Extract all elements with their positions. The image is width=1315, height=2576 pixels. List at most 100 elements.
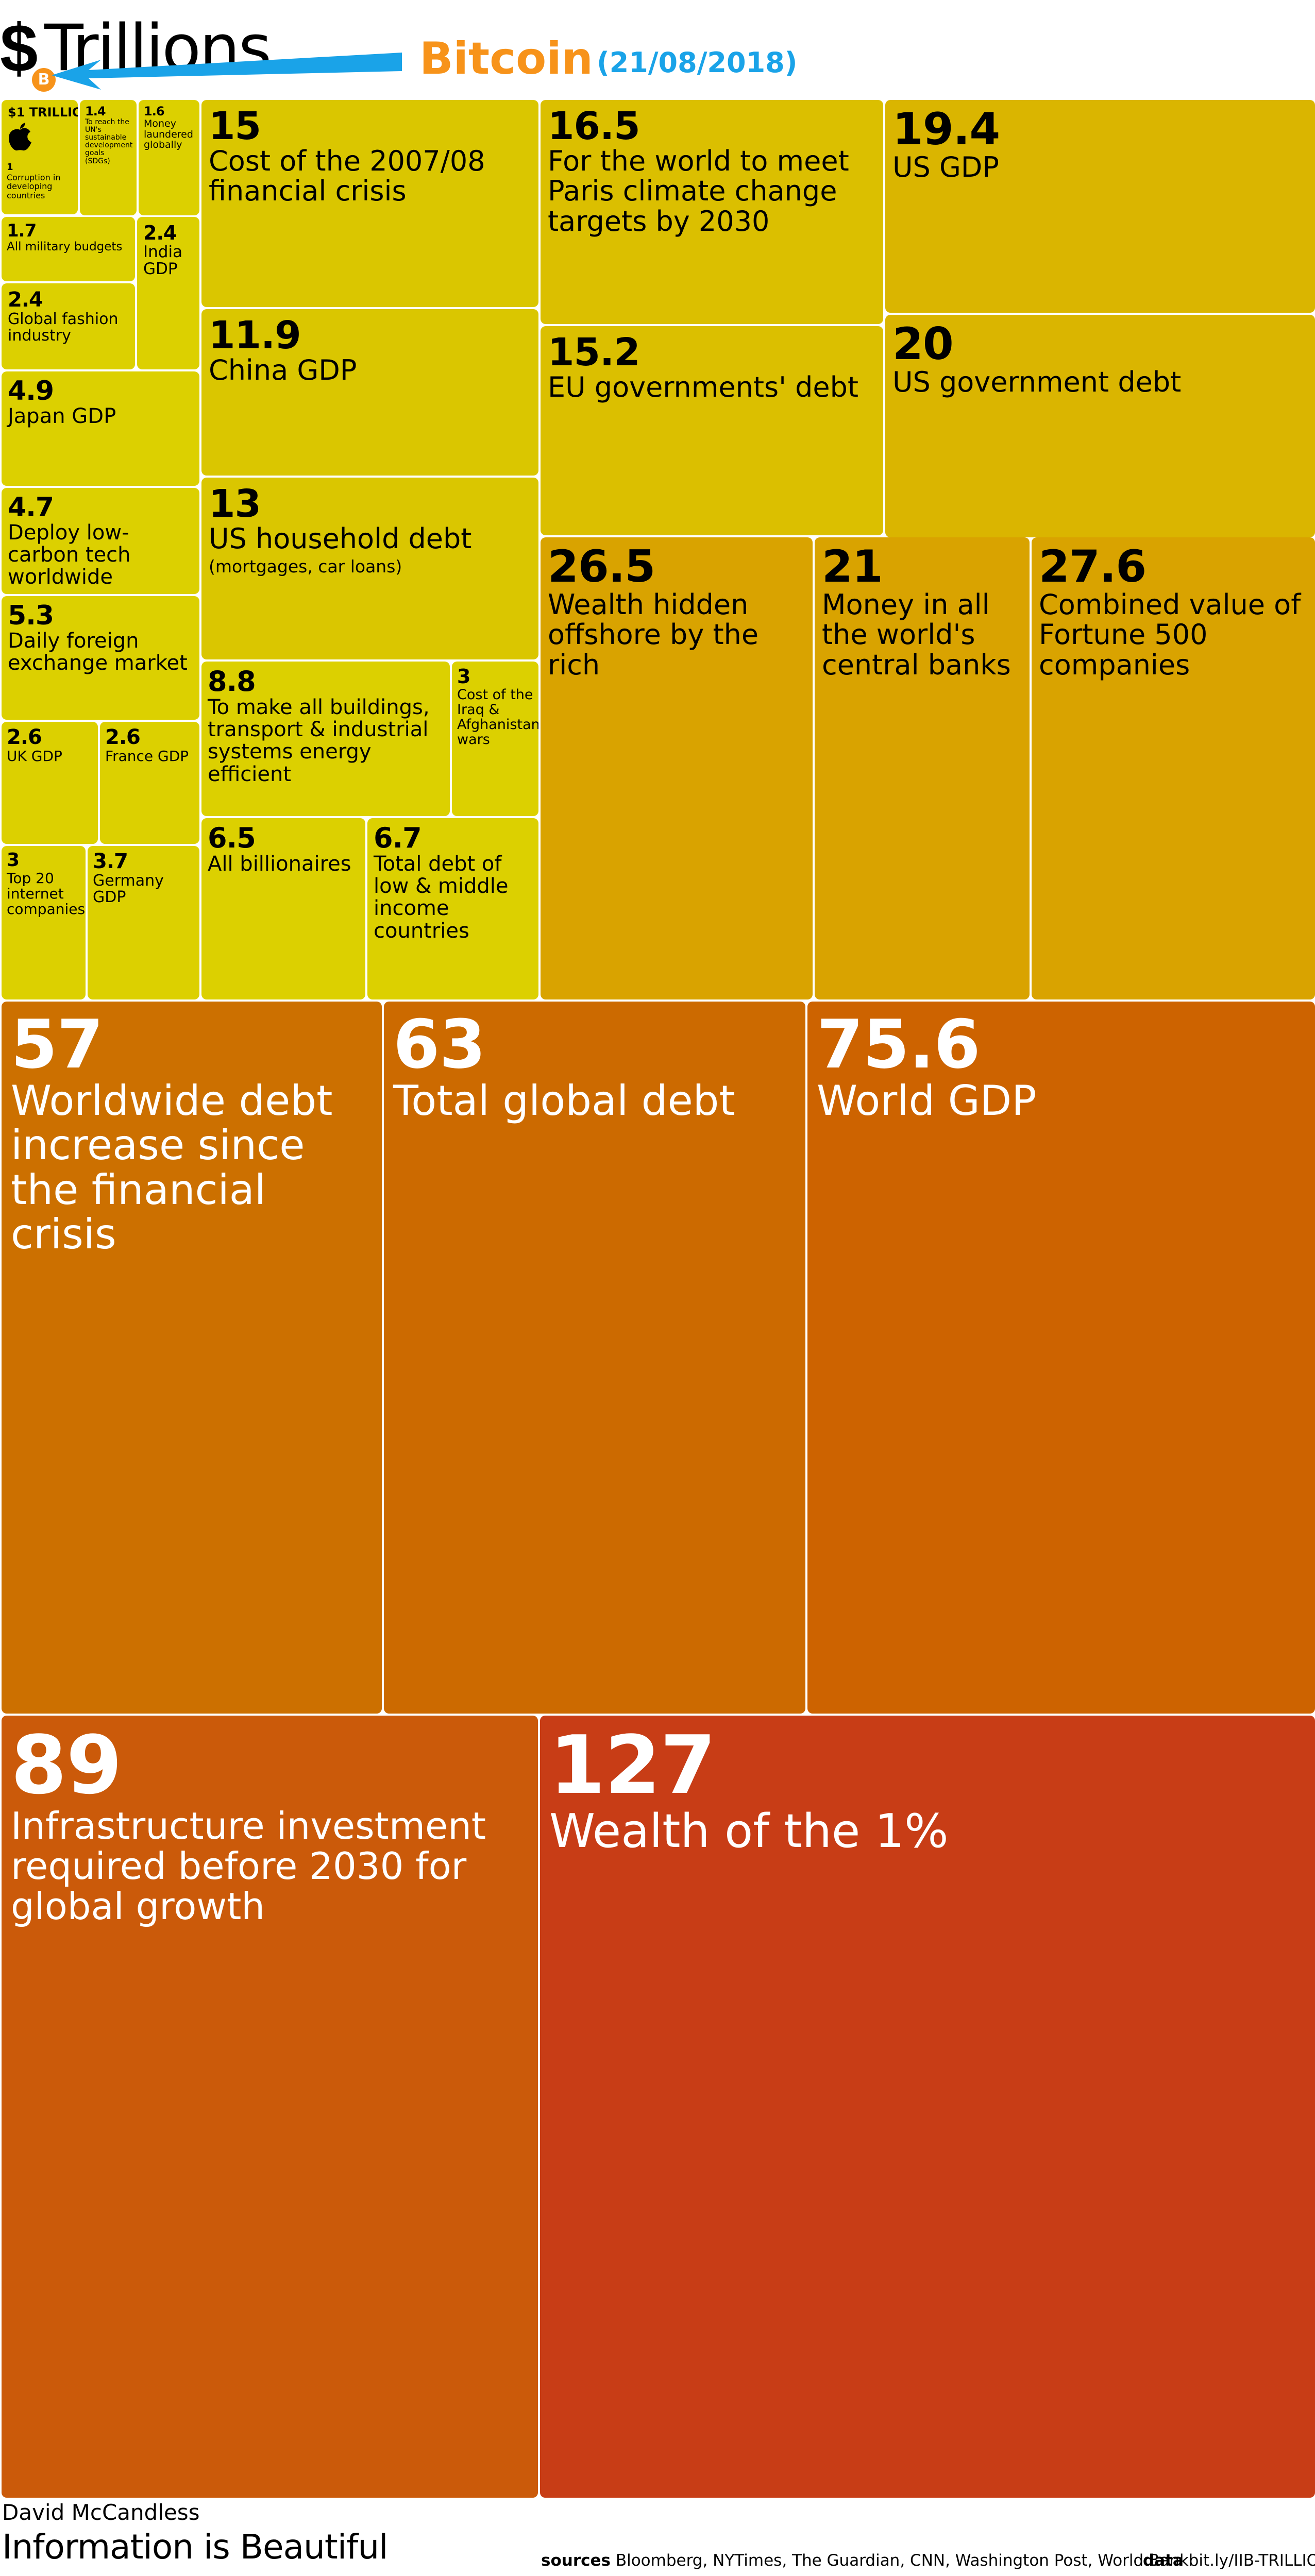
treemap-tile-world-gdp: 75.6 World GDP [807,1002,1315,1714]
treemap-tile-us-debt: 20 US government debt [885,315,1315,537]
tile-value: 75.6 [817,1005,981,1083]
tile-sublabel: (mortgages, car loans) [209,556,402,577]
treemap-tile-military: 1.7 All military budgets [2,217,135,281]
tile-value: 13 [209,482,261,526]
treemap-tile-internet: 3 Top 20 internet companies [2,846,86,999]
treemap-tile-france: 2.6 France GDP [100,722,199,844]
tile-value: 63 [393,1005,486,1083]
bitcoin-coin-icon: B [32,68,56,92]
tile-value: 1.4 [85,104,106,118]
tile-value: 26.5 [548,541,655,592]
author-name: David McCandless [2,2500,200,2525]
tile-label: To reach the UN's sustainable developmen… [85,118,133,165]
tile-value: 2.4 [8,288,43,312]
tile-label: Cost of the 2007/08 financial crisis [209,145,485,208]
tile-value: 4.7 [8,492,54,523]
tile-value: $1 TRILLION [8,105,78,120]
treemap-tile-paris: 16.5 For the world to meet Paris climate … [541,100,883,324]
tile-label: Total debt of low & middle income countr… [374,852,509,943]
brand-name: Information is Beautiful [2,2527,389,2567]
tile-value: 15.2 [548,330,640,375]
treemap-tile-money-laundered: 1.6 Money laundered globally [139,100,199,215]
tile-label: Wealth of the 1% [549,1804,949,1858]
treemap-tile-global-debt: 63 Total global debt [384,1002,805,1714]
bitcoin-label: Bitcoin [419,33,593,84]
data-link[interactable]: bit.ly/IIB-TRILLIONS [1188,2551,1315,2570]
treemap-tile-fashion: 2.4 Global fashion industry [2,283,135,369]
treemap-tile-central-banks: 21 Money in all the world's central banks [815,537,1030,999]
tile-label: Global fashion industry [8,310,119,345]
treemap-tile-buildings: 8.8 To make all buildings, transport & in… [201,662,450,816]
tile-label: Total global debt [393,1077,735,1125]
tile-value: 2.6 [105,725,141,749]
tile-value: 57 [11,1005,104,1083]
tile-label: Japan GDP [8,404,116,428]
treemap-tile-germany: 3.7 Germany GDP [88,846,199,999]
tile-value: 20 [892,318,954,370]
apple-logo-icon [9,123,31,151]
tile-label: China GDP [209,354,357,386]
tile-value: 127 [549,1718,716,1812]
tile-label: US GDP [892,151,999,183]
tile-value: 3 [457,665,470,688]
treemap-tile-billionaires: 6.5 All billionaires [201,818,365,999]
tile-value: 16.5 [548,104,640,148]
treemap-tile-us-gdp: 19.4 US GDP [885,100,1315,313]
bitcoin-arrow-icon [52,53,402,90]
tile-value: 1.7 [7,221,37,241]
treemap-tile-uk: 2.6 UK GDP [2,722,98,844]
tile-label: US government debt [892,366,1182,398]
tile-value: 2.4 [143,222,177,244]
tile-label: Corruption in developing countries [7,173,61,200]
sources-text: Bloomberg, NYTimes, The Guardian, CNN, W… [615,2551,1189,2570]
tile-label: For the world to meet Paris climate chan… [548,145,849,238]
treemap-tile-offshore: 26.5 Wealth hidden offshore by the rich [541,537,813,999]
sources-label: sources [541,2551,611,2570]
treemap-tile-fortune500: 27.6 Combined value of Fortune 500 compan… [1032,537,1315,999]
treemap-tile-eu-debt: 15.2 EU governments' debt [541,326,883,535]
treemap-tile-low-middle-debt: 6.7 Total debt of low & middle income cou… [367,818,538,999]
tile-value: 2.6 [7,725,42,749]
tile-label: World GDP [817,1077,1037,1125]
tile-label: India GDP [143,243,183,279]
treemap-tile-un-sdgs: 1.4 To reach the UN's sustainable develop… [80,100,137,215]
data-label: data [1143,2551,1184,2570]
tile-label: Cost of the Iraq & Afghanistan wars [457,687,538,748]
tile-label: Money in all the world's central banks [822,588,1011,681]
tile-label: Infrastructure investment required befor… [11,1804,486,1928]
sources-line: sources Bloomberg, NYTimes, The Guardian… [541,2551,1189,2570]
bitcoin-date: (21/08/2018) [597,46,798,79]
treemap-tile-forex: 5.3 Daily foreign exchange market [2,596,199,720]
treemap-tile-japan: 4.9 Japan GDP [2,371,199,486]
treemap-tile-one-percent: 127 Wealth of the 1% [540,1716,1315,2498]
tile-label: Daily foreign exchange market [8,629,188,675]
treemap-tile-debt-increase: 57 Worldwide debt increase since the fina… [2,1002,382,1714]
treemap-tile-low-carbon: 4.7 Deploy low-carbon tech worldwide [2,488,199,594]
tile-label: UK GDP [7,748,62,765]
tile-value: 1.6 [144,104,165,118]
treemap-tile-india: 2.4 India GDP [137,217,199,369]
tile-value: 15 [209,104,261,148]
tile-label: EU governments' debt [548,371,859,403]
tile-value: 8.8 [208,665,256,698]
tile-value: 3.7 [93,850,128,873]
tile-value: 6.7 [374,822,422,854]
tile-value: 3 [7,850,20,871]
treemap-tile-corruption: 1 Corruption in developing countries [2,158,78,214]
tile-label: Top 20 internet companies [7,870,86,918]
tile-value: 6.5 [208,822,256,854]
treemap-tile-crisis: 15 Cost of the 2007/08 financial crisis [201,100,538,307]
tile-label: Money laundered globally [144,118,193,151]
tile-value: 19.4 [892,104,1000,155]
tile-label: Wealth hidden offshore by the rich [548,588,759,681]
tile-label: Combined value of Fortune 500 companies [1039,588,1301,681]
tile-label: Germany GDP [93,872,164,907]
treemap-tile-household: 13 US household debt (mortgages, car loans… [201,478,538,659]
tile-label: Worldwide debt increase since the financ… [11,1077,333,1259]
tile-label: All billionaires [208,852,351,876]
tile-label: US household debt [209,522,472,555]
data-line: data bit.ly/IIB-TRILLIONS [1143,2551,1315,2570]
tile-value: 5.3 [8,600,54,631]
tile-label: To make all buildings, transport & indus… [208,696,430,786]
